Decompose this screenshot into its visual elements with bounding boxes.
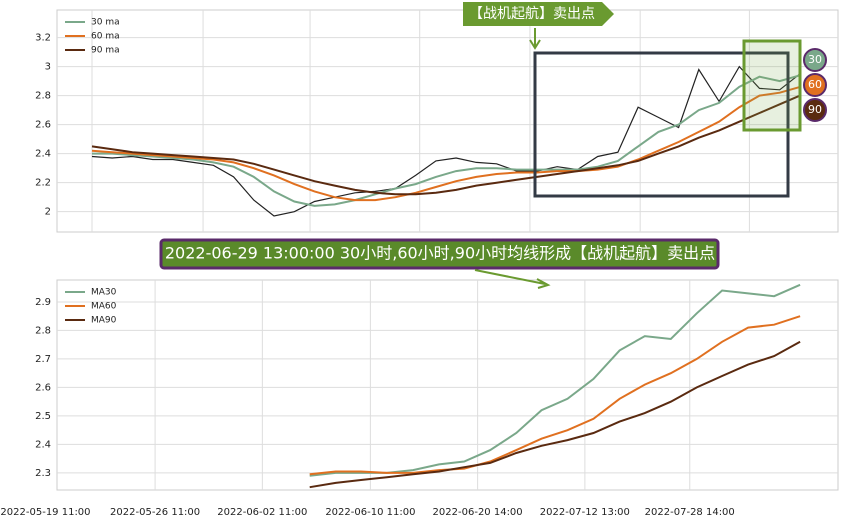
sell-zone [742, 39, 802, 132]
x-tick-label: 2022-06-20 14:00 [433, 507, 523, 518]
legend-label: 90 ma [91, 46, 120, 56]
badge-text: 90 [808, 103, 822, 116]
x-tick-label: 2022-05-19 11:00 [0, 507, 90, 518]
legend-label: 30 ma [91, 18, 120, 28]
legend-label: MA30 [91, 288, 117, 298]
x-tick-label: 2022-06-10 11:00 [325, 507, 415, 518]
price-line [91, 65, 801, 217]
banner [159, 238, 720, 270]
annotation-text: 【战机起航】卖出点 [469, 6, 595, 22]
legend-label: 60 ma [91, 32, 120, 42]
badge-text: 30 [808, 53, 822, 66]
legend-label: MA60 [91, 302, 117, 312]
x-tick-label: 2022-07-12 13:00 [540, 507, 630, 518]
badge [803, 98, 827, 122]
ma-line [91, 85, 801, 202]
bottom-plot-frame [56, 279, 839, 491]
annotation-box [463, 2, 614, 26]
y-tick-label: 2.2 [35, 178, 51, 189]
legend-label: MA90 [91, 316, 117, 326]
badge [803, 73, 827, 97]
y-tick-label: 2.4 [35, 149, 51, 160]
x-tick-label: 2022-07-28 14:00 [645, 507, 735, 518]
y-tick-label: 2.4 [35, 439, 51, 450]
y-tick-label: 2.8 [35, 91, 51, 102]
y-tick-label: 2.9 [35, 297, 51, 308]
annotation-arrow [529, 28, 541, 50]
ma-line [92, 74, 801, 207]
ma-line [91, 94, 801, 196]
x-tick-label: 2022-06-02 11:00 [217, 507, 307, 518]
badge-text: 60 [808, 78, 822, 91]
y-tick-label: 3.2 [35, 33, 51, 44]
y-tick-label: 2.6 [35, 120, 51, 131]
y-tick-label: 2.6 [35, 382, 51, 393]
ma-line [309, 315, 801, 476]
x-tick-label: 2022-05-26 11:00 [110, 507, 200, 518]
banner-text: 2022-06-29 13:00:00 30小时,60小时,90小时均线形成【战… [165, 244, 715, 263]
y-tick-label: 2.7 [35, 354, 51, 365]
y-tick-label: 3 [45, 62, 51, 73]
y-tick-label: 2 [45, 207, 51, 218]
y-tick-label: 2.3 [35, 468, 51, 479]
highlight-box [533, 51, 790, 198]
y-tick-label: 2.8 [35, 325, 51, 336]
banner-arrow [474, 269, 551, 289]
badge [803, 48, 827, 72]
y-tick-label: 2.5 [35, 411, 51, 422]
ma-line [309, 340, 801, 489]
